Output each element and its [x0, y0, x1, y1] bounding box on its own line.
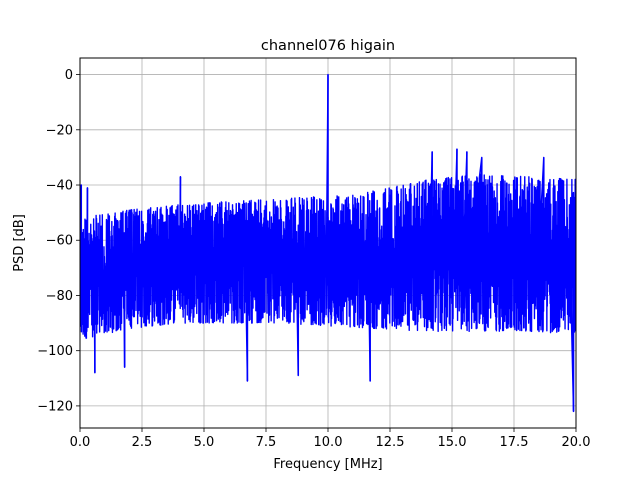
y-tick-label: −20 [46, 123, 73, 138]
x-tick-label: 10.0 [314, 435, 343, 450]
x-tick-label: 20.0 [562, 435, 591, 450]
x-tick-label: 2.5 [132, 435, 153, 450]
x-tick-label: 5.0 [194, 435, 215, 450]
y-axis-label: PSD [dB] [12, 214, 27, 272]
y-tick-label: −60 [46, 234, 73, 249]
y-tick-label: −40 [46, 179, 73, 194]
y-tick-label: 0 [65, 68, 73, 83]
x-axis-label: Frequency [MHz] [273, 457, 382, 472]
x-axis: 0.0 2.5 5.0 7.5 10.0 12.5 15.0 17.5 20.0 [70, 428, 591, 450]
plot-area [80, 73, 576, 413]
x-tick-label: 12.5 [376, 435, 405, 450]
y-tick-label: −100 [37, 344, 73, 359]
y-tick-label: −120 [37, 399, 73, 414]
chart-title: channel076 higain [261, 38, 395, 54]
x-tick-label: 15.0 [438, 435, 467, 450]
y-axis: 0 −20 −40 −60 −80 −100 −120 [37, 68, 80, 414]
x-tick-label: 17.5 [500, 435, 529, 450]
y-tick-label: −80 [46, 289, 73, 304]
x-tick-label: 0.0 [70, 435, 91, 450]
x-tick-label: 7.5 [256, 435, 277, 450]
